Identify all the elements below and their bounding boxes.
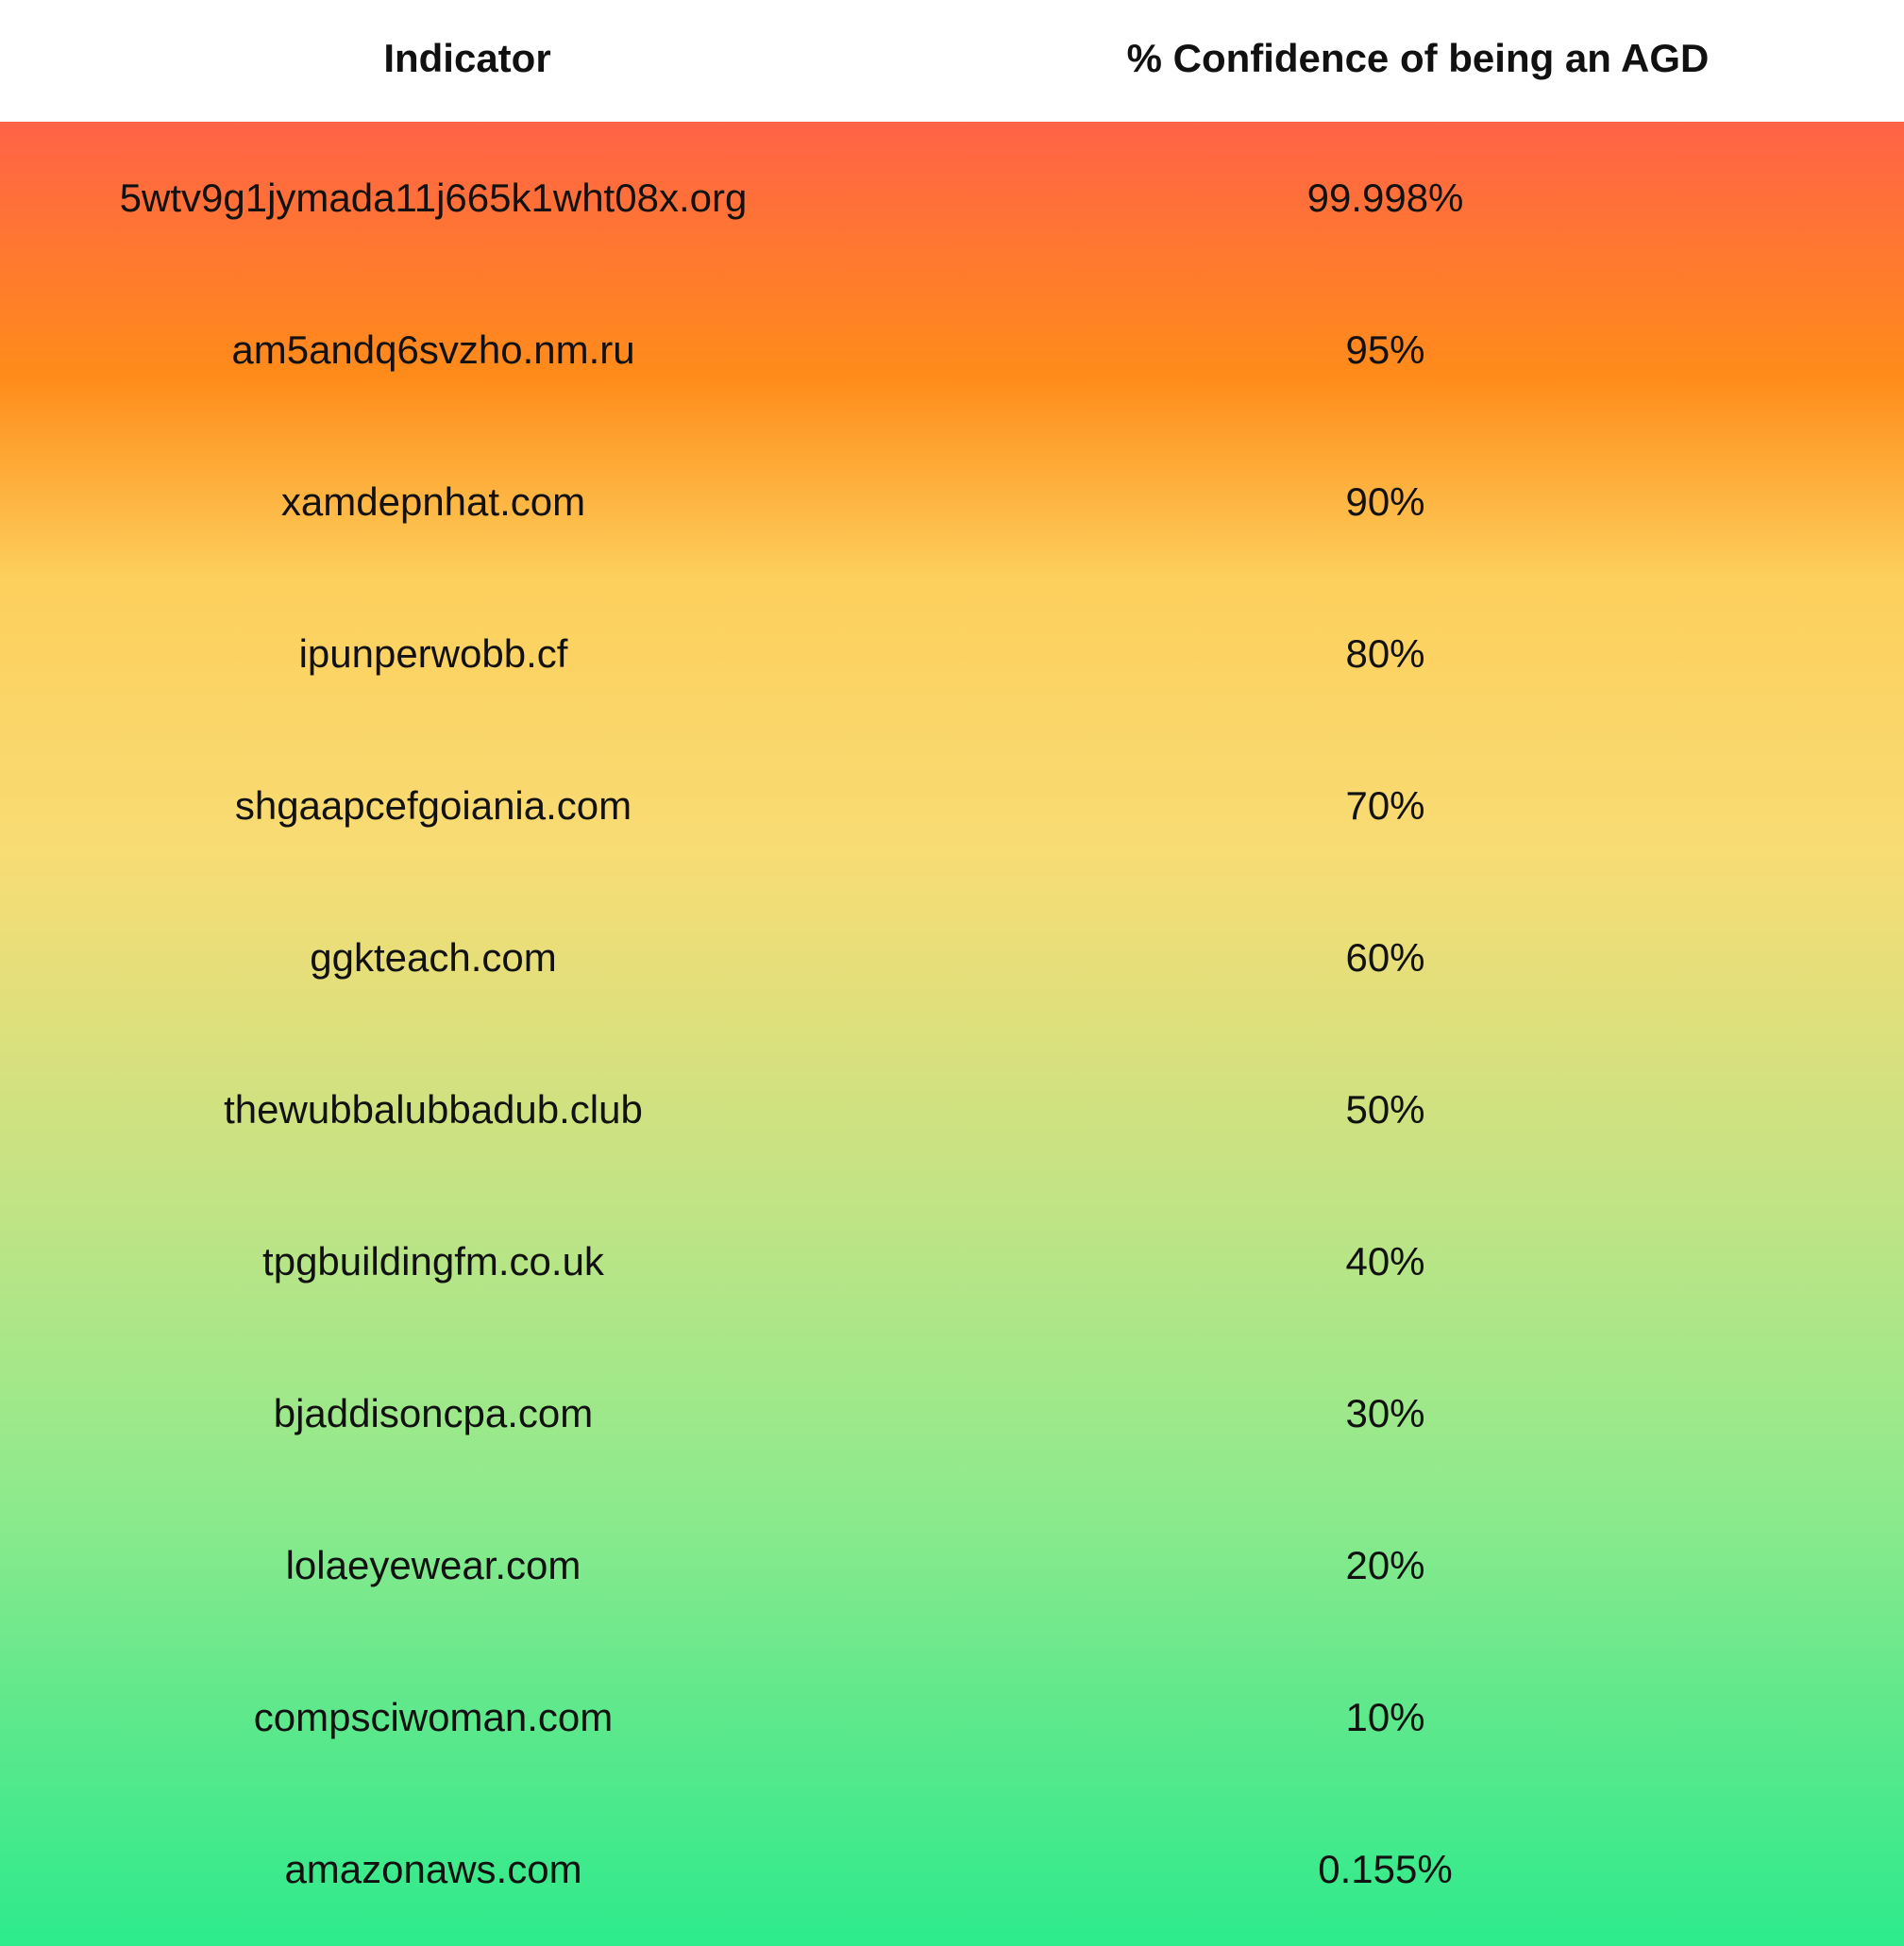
table-row: tpgbuildingfm.co.uk 40%	[0, 1185, 1904, 1337]
indicator-cell: tpgbuildingfm.co.uk	[262, 1239, 604, 1283]
confidence-cell: 50%	[1345, 1087, 1425, 1132]
confidence-cell: 70%	[1345, 783, 1425, 828]
table-row: xamdepnhat.com 90%	[0, 426, 1904, 578]
table-row: ipunperwobb.cf 80%	[0, 578, 1904, 730]
indicator-cell: 5wtv9g1jymada11j665k1wht08x.org	[119, 176, 748, 220]
confidence-cell: 20%	[1345, 1543, 1425, 1587]
confidence-cell: 40%	[1345, 1239, 1425, 1283]
indicator-cell: ggkteach.com	[310, 935, 557, 980]
confidence-cell: 0.155%	[1318, 1847, 1453, 1891]
indicator-cell: am5andq6svzho.nm.ru	[231, 327, 635, 372]
column-header-indicator: Indicator	[383, 36, 551, 80]
indicator-cell: xamdepnhat.com	[280, 479, 586, 524]
confidence-cell: 30%	[1345, 1391, 1425, 1435]
indicator-cell: amazonaws.com	[284, 1847, 582, 1891]
table-body-gradient: 5wtv9g1jymada11j665k1wht08x.org 99.998% …	[0, 122, 1904, 1946]
confidence-cell: 95%	[1345, 327, 1425, 372]
confidence-cell: 60%	[1345, 935, 1425, 980]
table-row: 5wtv9g1jymada11j665k1wht08x.org 99.998%	[0, 122, 1904, 274]
indicator-cell: compsciwoman.com	[253, 1695, 614, 1739]
table-row: am5andq6svzho.nm.ru 95%	[0, 274, 1904, 426]
table-row: amazonaws.com 0.155%	[0, 1793, 1904, 1945]
table-row: shgaapcefgoiania.com 70%	[0, 730, 1904, 881]
table-row: compsciwoman.com 10%	[0, 1641, 1904, 1793]
table-row: ggkteach.com 60%	[0, 881, 1904, 1033]
indicator-cell: ipunperwobb.cf	[298, 631, 568, 676]
table-header: Indicator % Confidence of being an AGD	[0, 0, 1904, 122]
column-header-confidence: % Confidence of being an AGD	[1126, 36, 1710, 80]
table-row: thewubbalubbadub.club 50%	[0, 1033, 1904, 1185]
indicator-cell: shgaapcefgoiania.com	[234, 783, 632, 828]
table-row: lolaeyewear.com 20%	[0, 1489, 1904, 1641]
confidence-cell: 90%	[1345, 479, 1425, 524]
confidence-cell: 10%	[1345, 1695, 1425, 1739]
indicator-cell: lolaeyewear.com	[285, 1543, 581, 1587]
indicator-cell: thewubbalubbadub.club	[224, 1087, 643, 1132]
indicator-cell: bjaddisoncpa.com	[273, 1391, 594, 1435]
confidence-cell: 80%	[1345, 631, 1425, 676]
confidence-cell: 99.998%	[1306, 176, 1464, 220]
table-row: bjaddisoncpa.com 30%	[0, 1337, 1904, 1489]
